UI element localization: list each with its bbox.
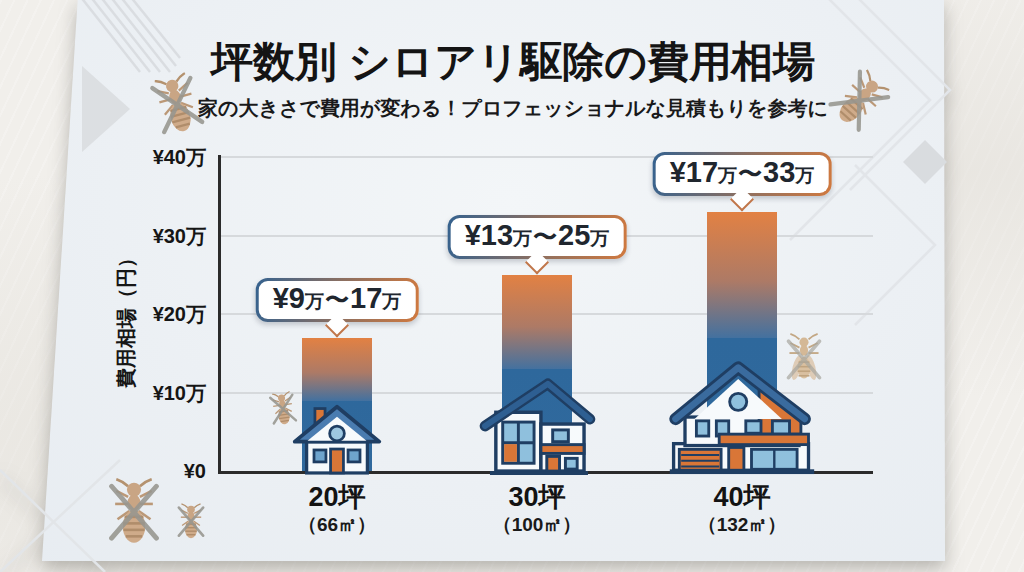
- page-title: 坪数別 シロアリ駆除の費用相場: [211, 34, 816, 90]
- x-label-40tsubo: 40坪 （132㎡）: [698, 483, 787, 536]
- x-label-20tsubo: 20坪 （66㎡）: [298, 483, 376, 536]
- y-axis-line: [218, 155, 221, 474]
- page-subtitle: 家の大きさで費用が変わる！プロフェッショナルな見積もりを参考に: [198, 95, 828, 122]
- termite-icon: [268, 390, 298, 426]
- house-small-icon: [291, 401, 383, 475]
- termite-icon: [108, 478, 160, 544]
- termite-icon: [177, 503, 205, 539]
- x-label-30tsubo: 30坪 （100㎡）: [493, 483, 582, 536]
- y-tick-10: ¥10万: [86, 379, 206, 406]
- y-tick-40: ¥40万: [86, 144, 206, 171]
- termite-icon: [147, 70, 206, 138]
- termite-icon: [825, 64, 895, 135]
- y-tick-30: ¥30万: [86, 222, 206, 249]
- house-medium-icon: [477, 377, 597, 475]
- winged-termite-icon: [784, 333, 824, 384]
- y-tick-20: ¥20万: [86, 301, 206, 328]
